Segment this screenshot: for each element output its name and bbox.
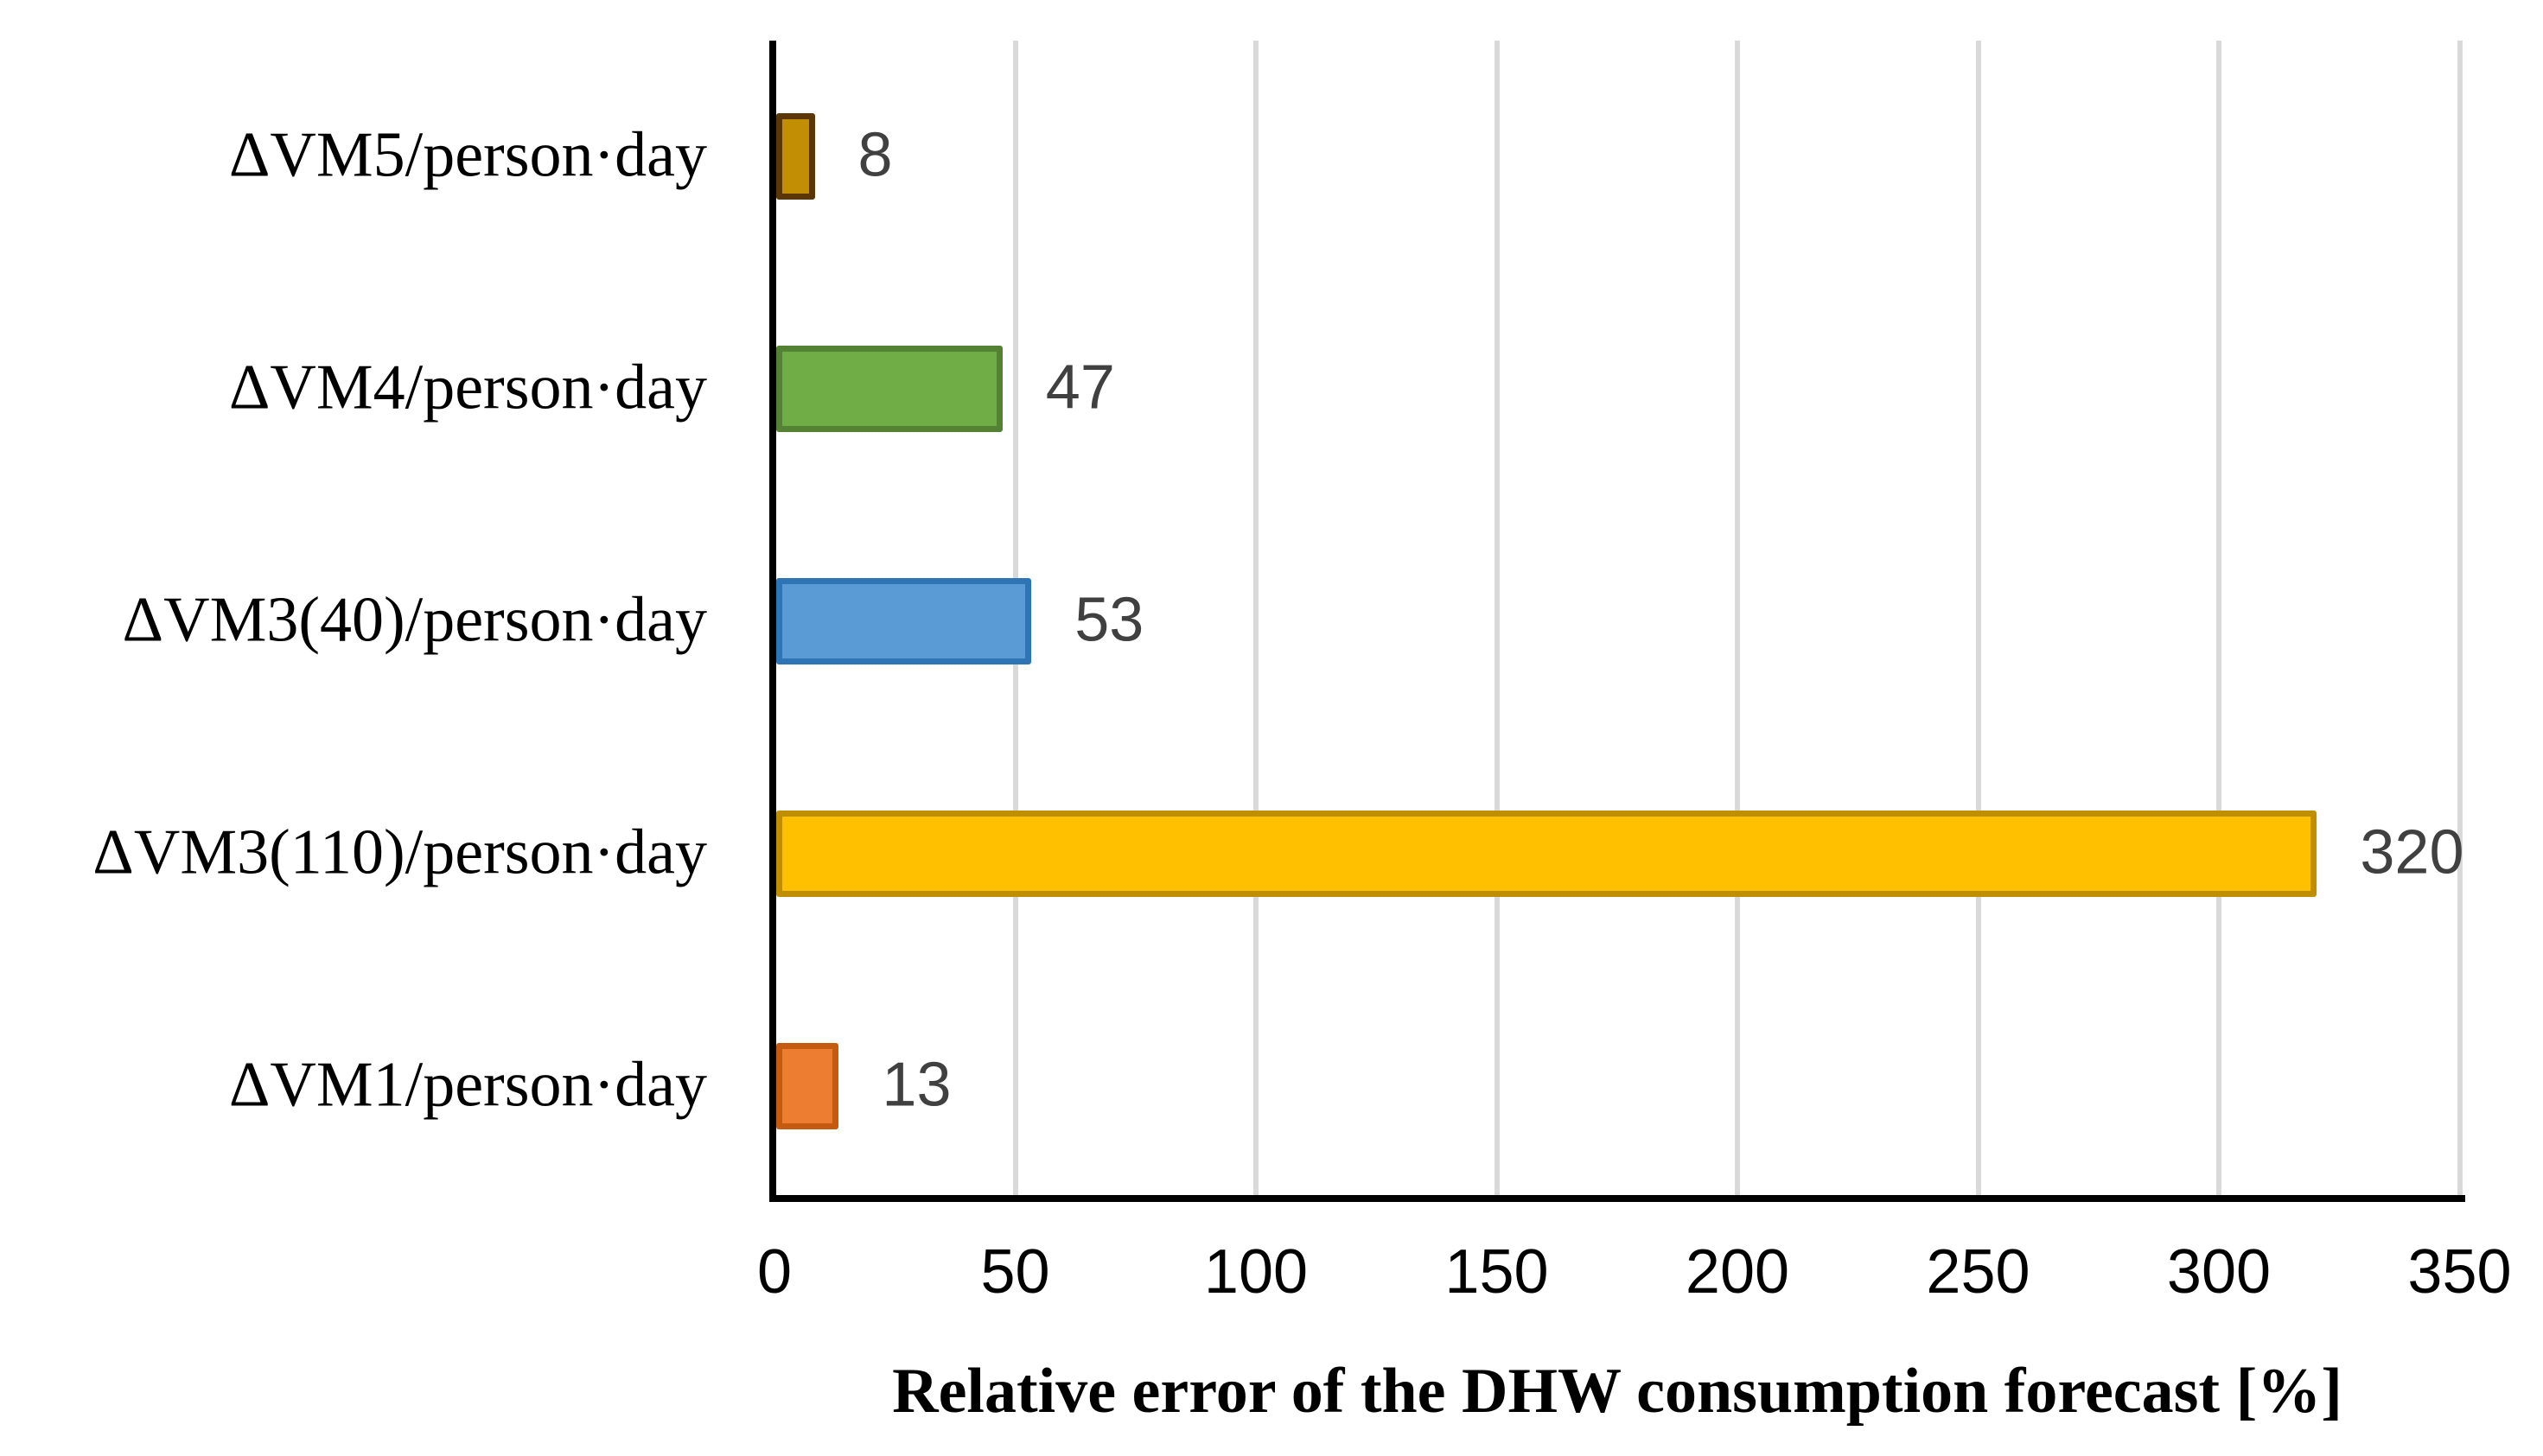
- gridline-150: [1494, 41, 1500, 1195]
- category-label: ΔVM3(40)/person·day: [122, 584, 707, 656]
- category-label: ΔVM4/person·day: [228, 352, 707, 423]
- value-label: 47: [1045, 353, 1115, 423]
- bar-1: [776, 113, 815, 200]
- x-axis-line: [769, 1195, 2465, 1202]
- value-label: 8: [857, 120, 893, 190]
- category-label: ΔVM1/person·day: [228, 1049, 707, 1121]
- bar-4: [776, 810, 2317, 897]
- x-axis-title: Relative error of the DHW consumption fo…: [892, 1356, 2342, 1427]
- value-label: 13: [882, 1050, 952, 1120]
- x-tick-label-100: 100: [1203, 1237, 1309, 1307]
- bar-3: [776, 578, 1032, 664]
- category-label: ΔVM3(110)/person·day: [92, 817, 707, 888]
- category-label: ΔVM5/person·day: [228, 119, 707, 191]
- x-tick-label-300: 300: [2166, 1237, 2272, 1307]
- gridline-250: [1975, 41, 1981, 1195]
- x-tick-label-0: 0: [756, 1237, 793, 1307]
- bar-2: [776, 346, 1003, 433]
- gridline-300: [2216, 41, 2221, 1195]
- gridline-350: [2457, 41, 2463, 1195]
- y-axis-line: [769, 41, 776, 1195]
- gridline-100: [1253, 41, 1259, 1195]
- bar-5: [776, 1042, 839, 1129]
- gridline-200: [1735, 41, 1740, 1195]
- value-label: 320: [2360, 817, 2464, 887]
- x-tick-label-150: 150: [1444, 1237, 1549, 1307]
- x-tick-label-200: 200: [1685, 1237, 1790, 1307]
- x-tick-label-350: 350: [2407, 1237, 2512, 1307]
- x-tick-label-250: 250: [1926, 1237, 2030, 1307]
- value-label: 53: [1074, 585, 1144, 655]
- x-tick-label-50: 50: [980, 1237, 1050, 1307]
